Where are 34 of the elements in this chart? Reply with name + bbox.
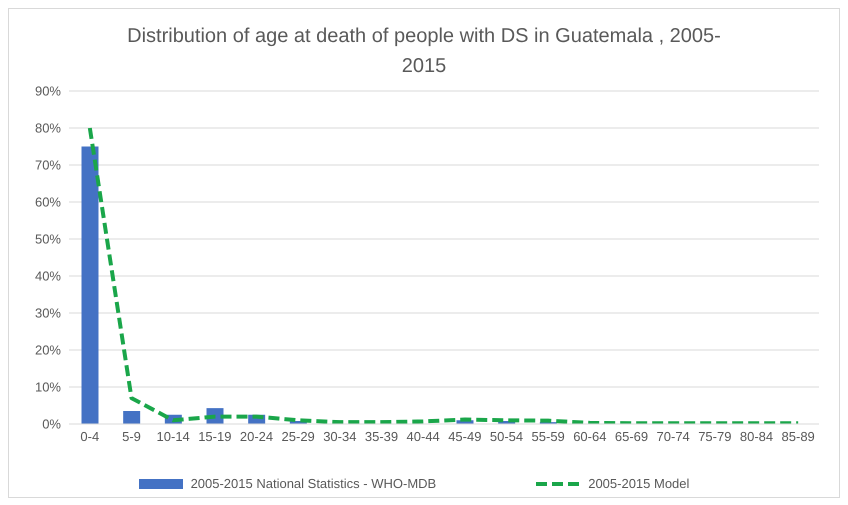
y-tick-label: 0%	[42, 416, 62, 432]
y-tick-label: 30%	[34, 306, 62, 321]
bar	[123, 411, 140, 424]
x-tick-label: 70-74	[656, 429, 690, 444]
x-tick-label: 20-24	[240, 429, 274, 444]
x-tick-label: 40-44	[406, 429, 440, 444]
chart-title: Distribution of age at death of people with DS in Guatemala , 2005-2015	[126, 24, 722, 79]
x-tick-label: 25-29	[282, 429, 315, 444]
x-tick-label: 50-54	[490, 429, 524, 444]
y-tick-label: 10%	[34, 380, 62, 395]
x-tick-label: 30-34	[323, 429, 356, 444]
y-tick-label: 70%	[34, 158, 62, 173]
x-tick-label: 10-14	[156, 429, 190, 444]
y-tick-label: 50%	[34, 232, 62, 247]
y-tick-label: 20%	[34, 342, 62, 358]
x-tick-label: 5-9	[122, 429, 141, 444]
legend-label: 2005-2015 Model	[587, 476, 690, 491]
line-series	[88, 126, 800, 424]
x-tick-label: 15-19	[198, 429, 232, 444]
bar	[82, 146, 98, 424]
x-tick-label: 55-59	[532, 429, 565, 444]
x-tick-label: 35-39	[364, 429, 398, 444]
x-tick-label: 85-89	[782, 429, 815, 444]
x-tick-label: 80-84	[740, 429, 774, 444]
x-tick-label: 60-64	[573, 429, 606, 444]
y-tick-label: 40%	[34, 268, 62, 284]
x-tick-label: 45-49	[448, 429, 482, 444]
y-tick-label: 90%	[34, 84, 62, 99]
y-tick-label: 60%	[34, 194, 62, 210]
x-tick-label: 0-4	[80, 429, 100, 444]
x-tick-label: 75-79	[698, 429, 732, 444]
x-tick-label: 65-69	[614, 429, 648, 444]
legend-label: 2005-2015 National Statistics - WHO-MDB	[190, 476, 436, 491]
y-tick-label: 80%	[34, 120, 62, 136]
